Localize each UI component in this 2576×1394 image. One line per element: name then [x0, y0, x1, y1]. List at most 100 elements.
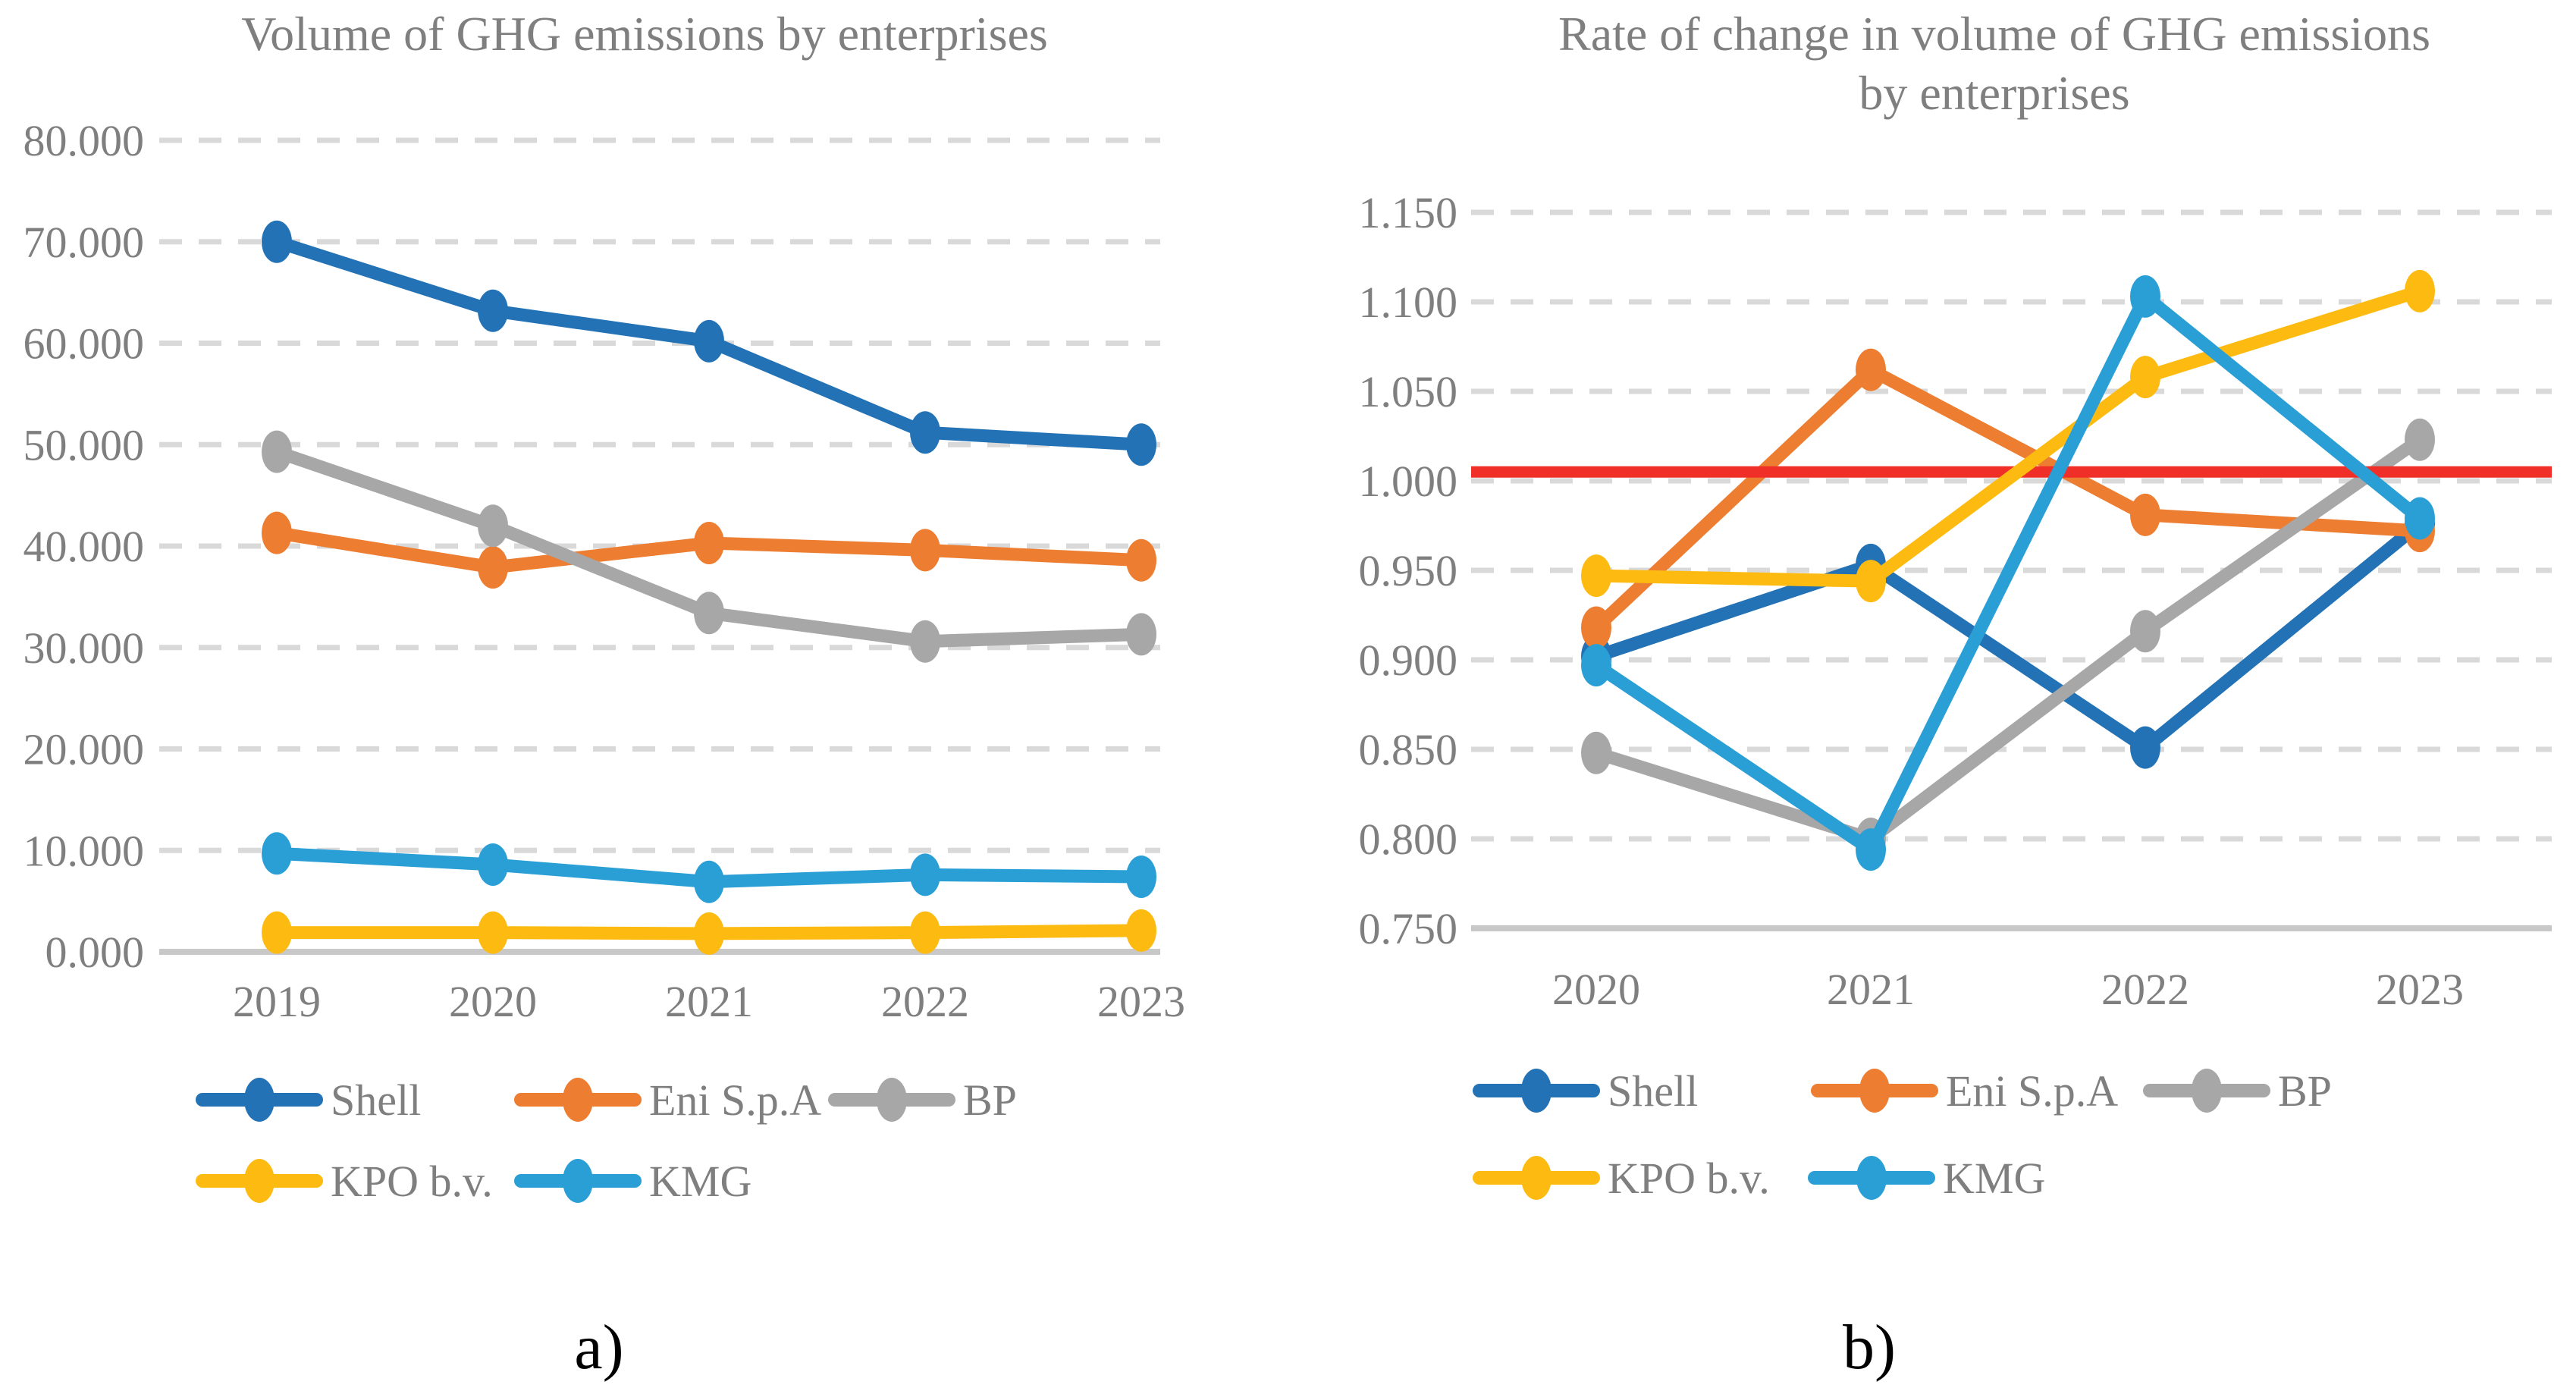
series-line-kmg	[1589, 290, 2427, 856]
legend-item-kpo-b-v: KPO b.v.	[196, 1156, 493, 1206]
y-tick-label: 30.000	[24, 623, 145, 673]
legend-label: Eni S.p.A	[649, 1075, 822, 1125]
series-marker-bp	[2130, 610, 2160, 653]
legend-item-eni-s-p-a: Eni S.p.A	[514, 1075, 821, 1125]
legend-label: BP	[2278, 1066, 2332, 1116]
series-marker-shell	[694, 319, 724, 363]
series-marker-kpo-b-v	[262, 911, 292, 954]
legend-item-shell: Shell	[1473, 1066, 1698, 1116]
series-marker-eni-s-p-a	[910, 529, 940, 572]
y-tick-label: 50.000	[24, 420, 145, 469]
series-line-bp	[1589, 433, 2427, 846]
series-marker-shell	[2130, 726, 2160, 769]
x-tick-label: 2022	[2101, 965, 2189, 1014]
legend-label: BP	[963, 1075, 1017, 1125]
x-tick-label: 2023	[1097, 977, 1185, 1026]
legend-marker-icon	[2143, 1066, 2270, 1116]
legend-label: Shell	[1608, 1066, 1699, 1116]
panel-b-caption: b)	[1843, 1312, 1896, 1383]
series-marker-shell	[262, 220, 292, 263]
series-marker-kpo-b-v	[1126, 909, 1156, 952]
series-marker-kmg	[2130, 275, 2160, 318]
legend-item-kmg: KMG	[514, 1156, 751, 1206]
legend-item-bp: BP	[828, 1075, 1017, 1125]
volume-chart-title: Volume of GHG emissions by enterprises	[241, 7, 1048, 61]
series-marker-kmg	[694, 860, 724, 903]
x-tick-label: 2020	[449, 977, 537, 1026]
x-tick-label: 2022	[881, 977, 969, 1026]
y-tick-label: 0.900	[1359, 636, 1458, 685]
series-marker-kpo-b-v	[1856, 560, 1886, 603]
y-tick-label: 60.000	[24, 319, 145, 369]
series-marker-bp	[910, 620, 940, 663]
legend-marker-icon	[196, 1075, 323, 1125]
legend-item-bp: BP	[2143, 1066, 2332, 1116]
series-line-eni-s-p-a	[1589, 363, 2427, 635]
rate-chart-title-line1: Rate of change in volume of GHG emission…	[1558, 7, 2430, 61]
series-marker-shell	[910, 411, 940, 454]
series-marker-eni-s-p-a	[2130, 493, 2160, 536]
rate-chart-title-line2: by enterprises	[1859, 66, 2130, 120]
series-marker-kpo-b-v	[2130, 356, 2160, 399]
y-tick-label: 1.000	[1359, 457, 1458, 506]
series-marker-bp	[262, 430, 292, 473]
series-marker-kmg	[1581, 644, 1611, 687]
legend-label: KPO b.v.	[1608, 1153, 1770, 1203]
y-tick-label: 1.150	[1359, 188, 1458, 237]
series-marker-kpo-b-v	[694, 912, 724, 955]
legend-item-kmg: KMG	[1808, 1153, 2045, 1203]
legend-marker-icon	[514, 1156, 642, 1206]
series-marker-eni-s-p-a	[1126, 538, 1156, 582]
legend-item-eni-s-p-a: Eni S.p.A	[1811, 1066, 2118, 1116]
series-marker-bp	[694, 592, 724, 635]
series-marker-bp	[2405, 418, 2435, 461]
y-tick-label: 0.750	[1359, 904, 1458, 953]
series-marker-eni-s-p-a	[478, 546, 508, 589]
legend-item-shell: Shell	[196, 1075, 421, 1125]
series-marker-shell	[478, 289, 508, 332]
series-marker-shell	[1126, 423, 1156, 466]
legend-marker-icon	[1473, 1153, 1600, 1203]
y-tick-label: 40.000	[24, 522, 145, 571]
series-marker-kmg	[910, 853, 940, 896]
series-marker-kmg	[1126, 856, 1156, 899]
series-marker-kmg	[2405, 497, 2435, 540]
legend-marker-icon	[828, 1075, 955, 1125]
y-tick-label: 1.050	[1359, 367, 1458, 416]
series-marker-eni-s-p-a	[262, 511, 292, 554]
legend-marker-icon	[1811, 1066, 1938, 1116]
y-tick-label: 80.000	[24, 116, 145, 165]
series-marker-bp	[1581, 731, 1611, 774]
y-tick-label: 70.000	[24, 218, 145, 267]
legend-label: KMG	[1943, 1153, 2046, 1203]
series-marker-kpo-b-v	[1581, 554, 1611, 598]
panel-a-caption: a)	[574, 1312, 624, 1383]
series-marker-bp	[478, 504, 508, 548]
legend-marker-icon	[514, 1075, 642, 1125]
y-tick-label: 20.000	[24, 725, 145, 774]
series-marker-kpo-b-v	[910, 911, 940, 954]
series-marker-eni-s-p-a	[1581, 606, 1611, 649]
series-marker-kmg	[478, 843, 508, 886]
series-marker-eni-s-p-a	[694, 521, 724, 564]
legend-marker-icon	[1473, 1066, 1600, 1116]
x-tick-label: 2023	[2376, 965, 2464, 1014]
y-tick-label: 0.800	[1359, 815, 1458, 864]
series-marker-kpo-b-v	[478, 911, 508, 954]
series-line-shell	[1589, 517, 2427, 755]
legend-marker-icon	[1808, 1153, 1935, 1203]
series-marker-kmg	[1856, 828, 1886, 871]
series-marker-kpo-b-v	[2405, 269, 2435, 312]
series-line-kpo-b-v	[1589, 284, 2427, 588]
legend-label: KMG	[649, 1156, 752, 1206]
y-tick-label: 10.000	[24, 826, 145, 875]
y-tick-label: 0.850	[1359, 725, 1458, 774]
legend-item-kpo-b-v: KPO b.v.	[1473, 1153, 1770, 1203]
y-tick-label: 1.100	[1359, 278, 1458, 327]
y-tick-label: 0.950	[1359, 546, 1458, 595]
y-tick-label: 0.000	[45, 928, 145, 977]
legend-label: Shell	[331, 1075, 422, 1125]
